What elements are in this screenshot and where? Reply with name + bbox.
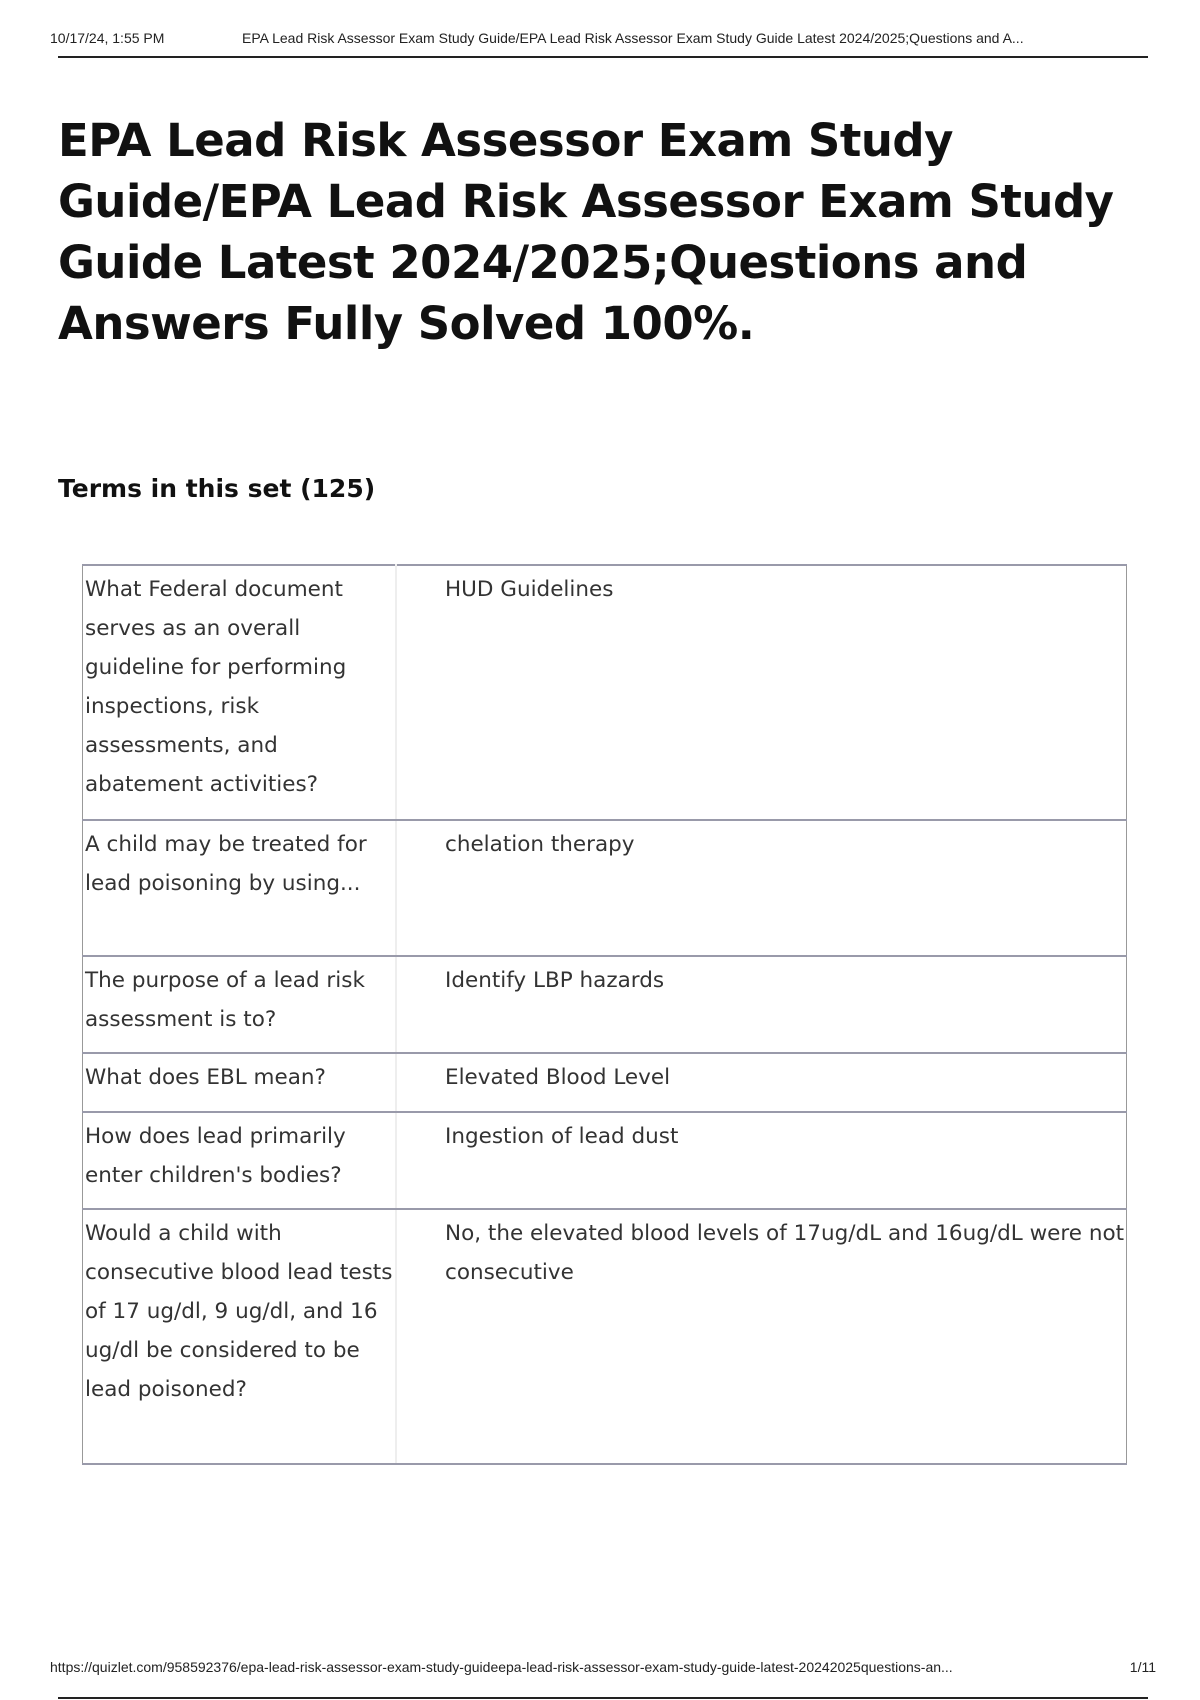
term-cell: What Federal document serves as an overa…	[82, 564, 397, 821]
table-row: A child may be treated for lead poisonin…	[82, 819, 1127, 957]
definition-cell: chelation therapy	[396, 819, 1127, 957]
print-footer: https://quizlet.com/958592376/epa-lead-r…	[50, 1659, 1156, 1675]
terms-table: What Federal document serves as an overa…	[82, 564, 1127, 1465]
definition-cell: HUD Guidelines	[396, 564, 1127, 821]
table-row: What Federal document serves as an overa…	[82, 564, 1127, 821]
table-row: How does lead primarily enter children's…	[82, 1111, 1127, 1210]
term-cell: The purpose of a lead risk assessment is…	[82, 955, 397, 1054]
definition-cell: Identify LBP hazards	[396, 955, 1127, 1054]
table-row: The purpose of a lead risk assessment is…	[82, 955, 1127, 1054]
term-cell: A child may be treated for lead poisonin…	[82, 819, 397, 957]
table-row: Would a child with consecutive blood lea…	[82, 1208, 1127, 1465]
page-title: EPA Lead Risk Assessor Exam Study Guide/…	[58, 114, 1114, 350]
page-url: https://quizlet.com/958592376/epa-lead-r…	[50, 1659, 953, 1675]
definition-cell: Ingestion of lead dust	[396, 1111, 1127, 1210]
term-cell: How does lead primarily enter children's…	[82, 1111, 397, 1210]
footer-divider	[58, 1697, 1148, 1699]
header-divider	[58, 56, 1148, 58]
table-row: What does EBL mean? Elevated Blood Level	[82, 1052, 1127, 1113]
print-datetime: 10/17/24, 1:55 PM	[50, 30, 165, 46]
definition-cell: No, the elevated blood levels of 17ug/dL…	[396, 1208, 1127, 1465]
term-cell: Would a child with consecutive blood lea…	[82, 1208, 397, 1465]
definition-cell: Elevated Blood Level	[396, 1052, 1127, 1113]
print-doc-title: EPA Lead Risk Assessor Exam Study Guide/…	[242, 30, 1024, 46]
terms-heading: Terms in this set (125)	[58, 474, 376, 503]
page-number: 1/11	[1129, 1659, 1156, 1675]
term-cell: What does EBL mean?	[82, 1052, 397, 1113]
